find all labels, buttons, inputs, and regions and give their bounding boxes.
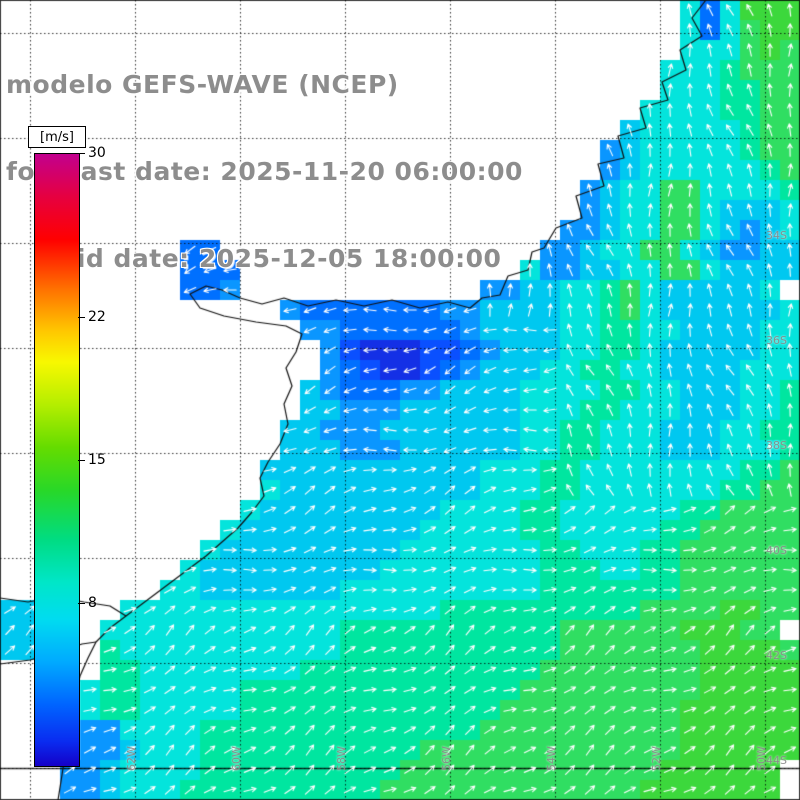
colorbar-units-label: [m/s] [28,126,86,148]
colorbar-tick-label: 15 [78,451,128,469]
lat-label: 36S [766,334,787,347]
forecast-date: forecast date: 2025-11-20 06:00:00 [6,157,523,186]
lat-label: 42S [766,649,787,662]
lon-label: 58W [335,746,348,771]
lat-label: 44S [766,754,787,767]
colorbar-gradient [34,153,80,767]
lon-label: 54W [545,746,558,771]
lon-label: 60W [230,746,243,771]
colorbar-tick-label: 8 [78,594,128,612]
lon-label: 62W [125,746,138,771]
lat-label: 40S [766,544,787,557]
lon-label: 56W [440,746,453,771]
lon-label: 50W [755,746,768,771]
model-name: modelo GEFS-WAVE (NCEP) [6,70,399,99]
colorbar-tick-label: 30 [78,144,128,162]
valid-date: valid date: 2025-12-05 18:00:00 [6,244,502,273]
lat-label: 34S [766,229,787,242]
colorbar-tick-label: 22 [78,308,128,326]
lon-label: 52W [650,746,663,771]
map-title-block: modelo GEFS-WAVE (NCEP) forecast date: 2… [6,12,523,331]
lat-label: 38S [766,439,787,452]
